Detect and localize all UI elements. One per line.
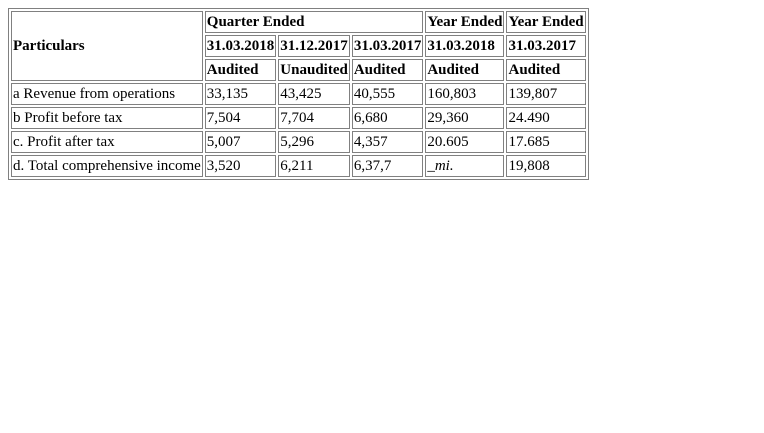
- financial-results-table: Particulars Quarter Ended Year Ended Yea…: [8, 8, 589, 180]
- cell-value: 17.685: [506, 131, 586, 153]
- header-status: Audited: [506, 59, 586, 81]
- cell-value: 6,37,7: [351, 155, 424, 177]
- cell-value: 5,007: [204, 131, 277, 153]
- header-particulars: Particulars: [11, 11, 203, 81]
- header-date: 31.03.2018: [425, 35, 505, 57]
- cell-value: 6,211: [278, 155, 350, 177]
- cell-value: _mi.: [425, 155, 505, 177]
- header-status: Unaudited: [278, 59, 350, 81]
- cell-value: 5,296: [278, 131, 350, 153]
- cell-value: 160,803: [425, 83, 505, 105]
- cell-value: 33,135: [204, 83, 277, 105]
- row-label: b Profit before tax: [11, 107, 203, 129]
- cell-value: 40,555: [351, 83, 424, 105]
- header-row-dates: 31.03.2018 31.12.2017 31.03.2017 31.03.2…: [11, 35, 586, 57]
- cell-value: 4,357: [351, 131, 424, 153]
- header-quarter-ended: Quarter Ended: [204, 11, 424, 33]
- header-date: 31.03.2017: [506, 35, 586, 57]
- header-row-status: Audited Unaudited Audited Audited Audite…: [11, 59, 586, 81]
- cell-value: 7,704: [278, 107, 350, 129]
- cell-value: 3,520: [204, 155, 277, 177]
- results-table-container: Particulars Quarter Ended Year Ended Yea…: [8, 8, 589, 180]
- cell-value: 6,680: [351, 107, 424, 129]
- header-status: Audited: [204, 59, 277, 81]
- cell-value: 24.490: [506, 107, 586, 129]
- cell-value: 19,808: [506, 155, 586, 177]
- header-year-ended: Year Ended: [425, 11, 505, 33]
- header-date: 31.03.2018: [204, 35, 277, 57]
- table-row: d. Total comprehensive income 3,520 6,21…: [11, 155, 586, 177]
- cell-value: 20.605: [425, 131, 505, 153]
- cell-value: 7,504: [204, 107, 277, 129]
- table-row: a Revenue from operations 33,135 43,425 …: [11, 83, 586, 105]
- header-status: Audited: [425, 59, 505, 81]
- header-status: Audited: [351, 59, 424, 81]
- row-label: d. Total comprehensive income: [11, 155, 203, 177]
- table-row: b Profit before tax 7,504 7,704 6,680 29…: [11, 107, 586, 129]
- row-label: a Revenue from operations: [11, 83, 203, 105]
- cell-value: 29,360: [425, 107, 505, 129]
- header-year-ended: Year Ended: [506, 11, 586, 33]
- header-date: 31.12.2017: [278, 35, 350, 57]
- row-label: c. Profit after tax: [11, 131, 203, 153]
- header-row-1: Particulars Quarter Ended Year Ended Yea…: [11, 11, 586, 81]
- header-date: 31.03.2017: [351, 35, 424, 57]
- table-row: c. Profit after tax 5,007 5,296 4,357 20…: [11, 131, 586, 153]
- cell-value: 139,807: [506, 83, 586, 105]
- cell-value: 43,425: [278, 83, 350, 105]
